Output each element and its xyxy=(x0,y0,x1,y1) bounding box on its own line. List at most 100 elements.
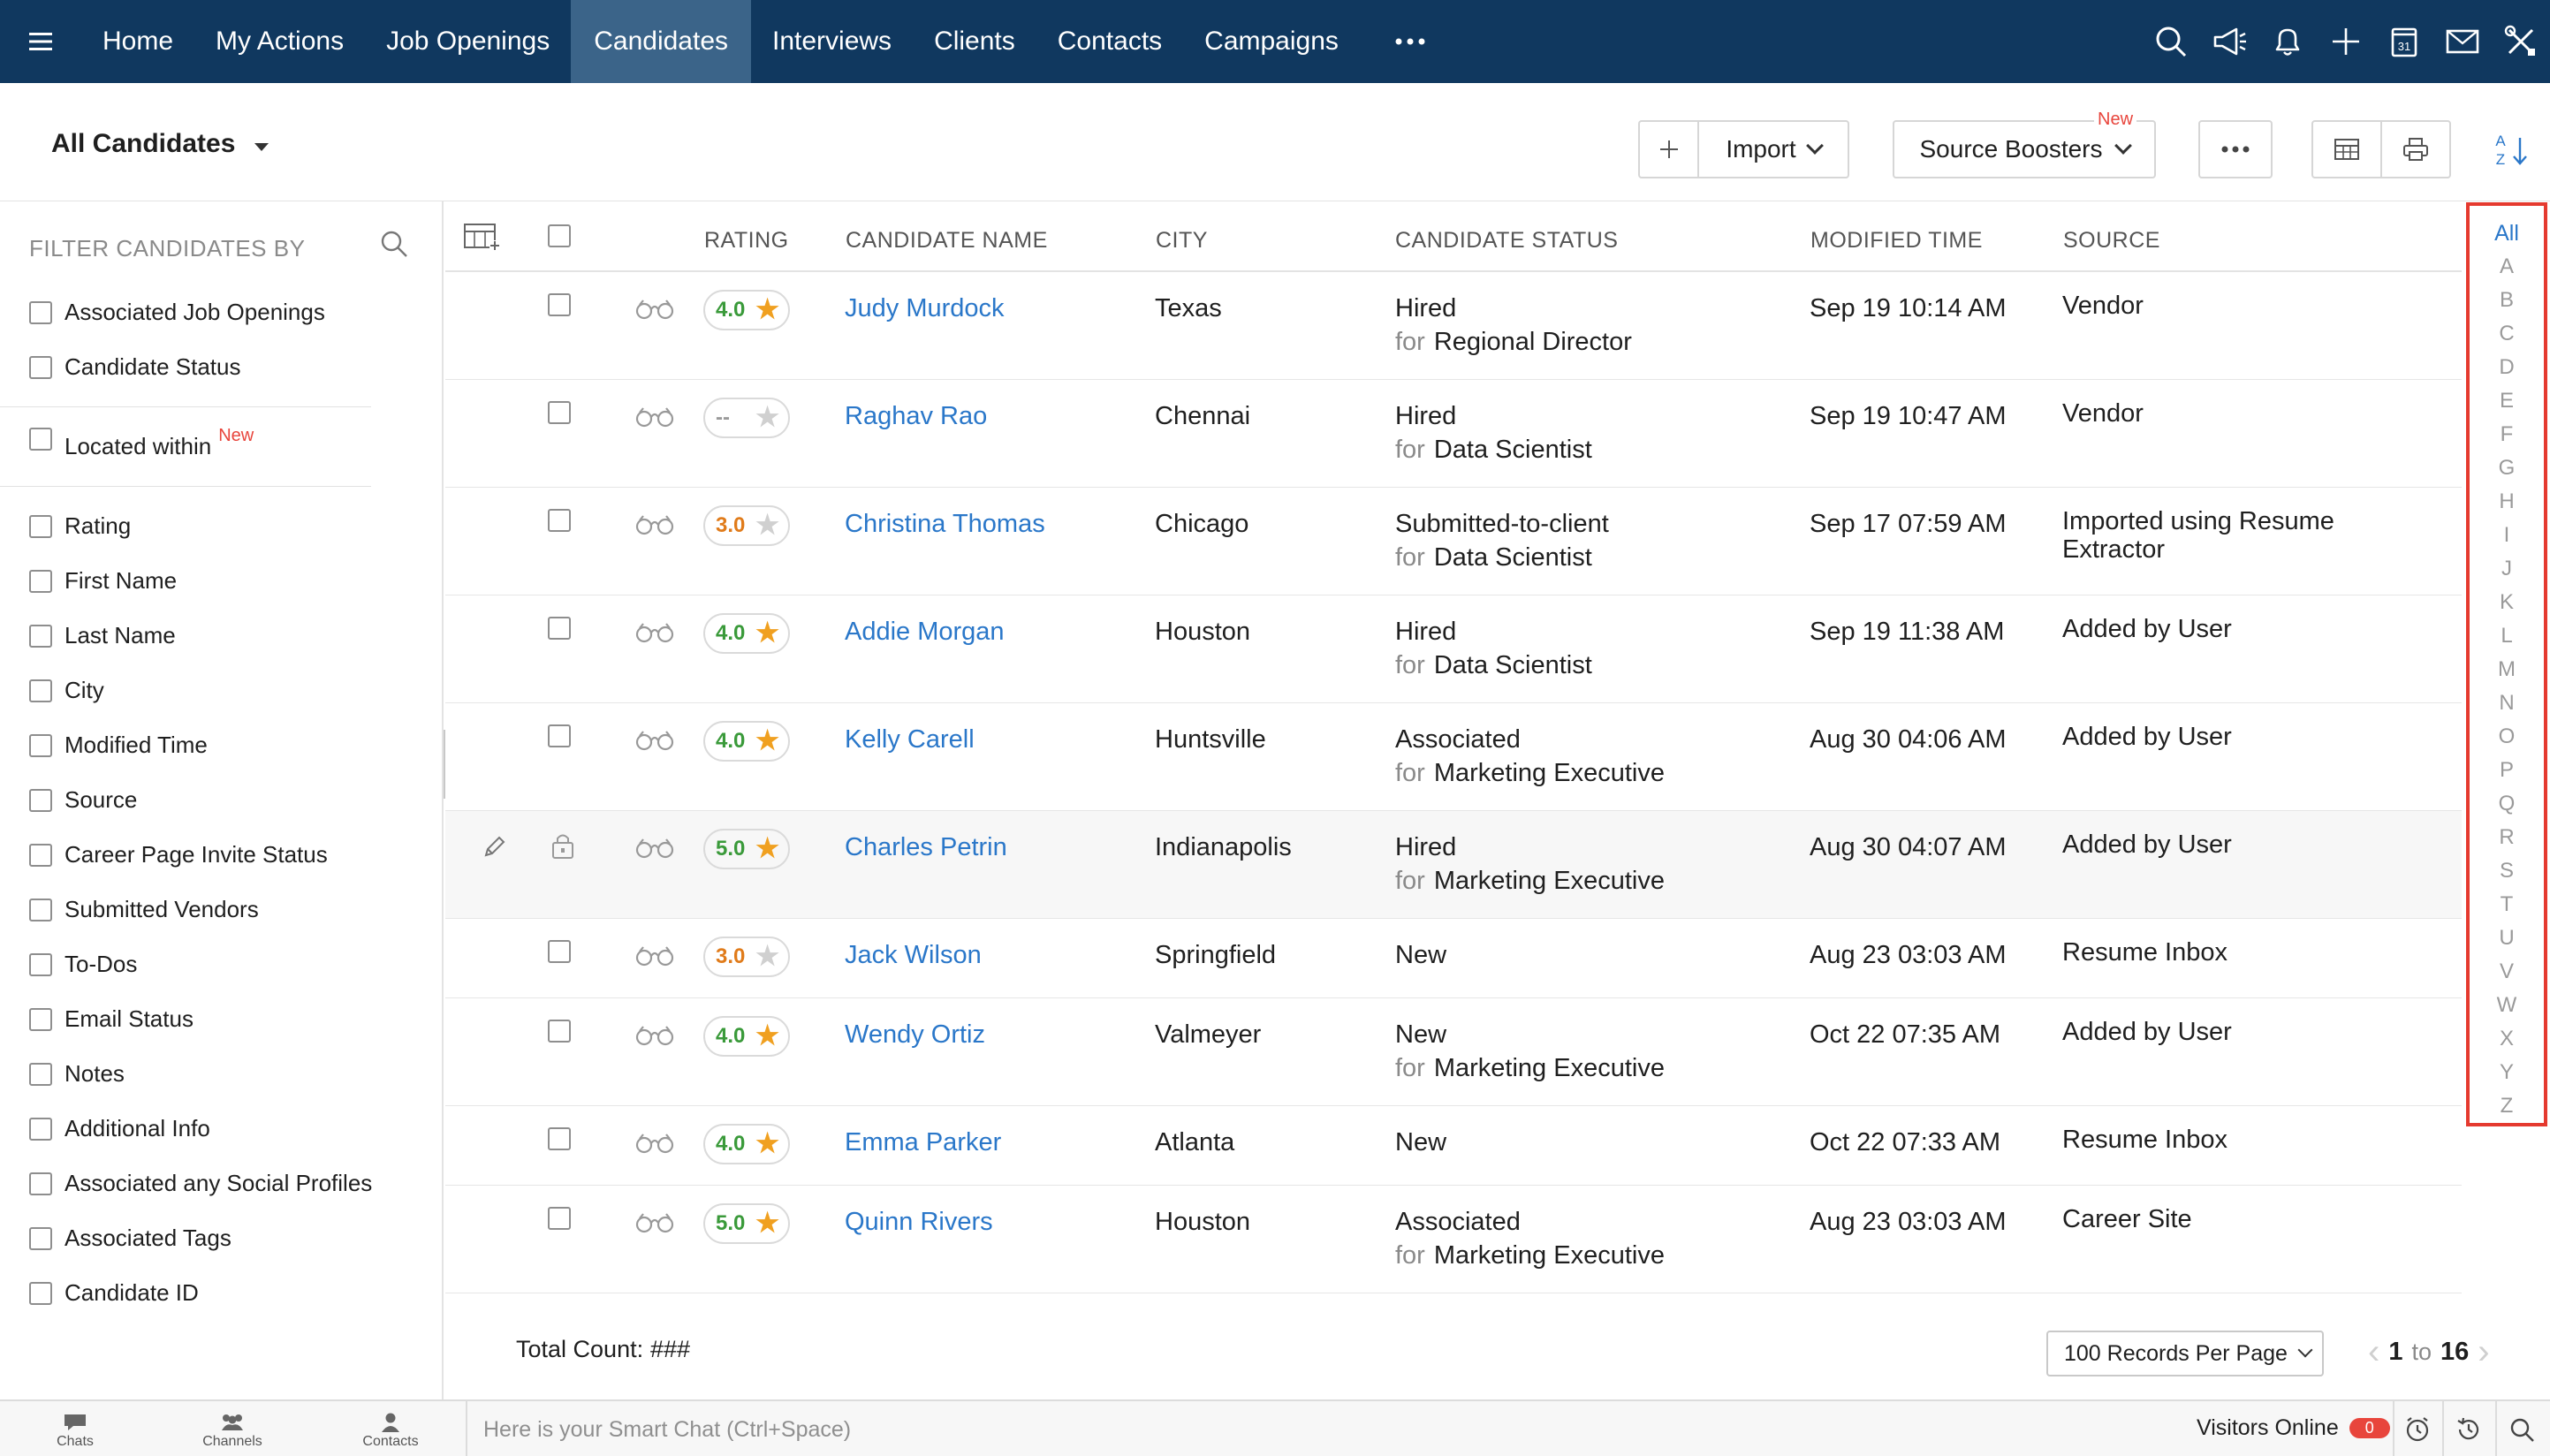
binoculars-icon[interactable] xyxy=(634,1133,675,1154)
row-checkbox[interactable] xyxy=(548,940,571,963)
binoculars-icon[interactable] xyxy=(634,1212,675,1233)
column-source[interactable]: SOURCE xyxy=(2063,228,2160,253)
megaphone-icon[interactable] xyxy=(2200,0,2258,83)
rating-pill[interactable]: 5.0 ★ xyxy=(703,1203,790,1244)
table-row[interactable]: -- ★ Raghav Rao Chennai Hired for Data Scienti… xyxy=(445,380,2462,488)
contacts-tab[interactable]: Contacts xyxy=(311,1405,470,1456)
rating-pill[interactable]: 4.0 ★ xyxy=(703,1124,790,1164)
alphabet-letter-l[interactable]: L xyxy=(2501,624,2513,648)
checkbox[interactable] xyxy=(29,898,52,921)
mail-icon[interactable] xyxy=(2433,0,2492,83)
next-page-icon[interactable]: › xyxy=(2478,1332,2490,1371)
alphabet-letter-q[interactable]: Q xyxy=(2498,792,2516,815)
checkbox[interactable] xyxy=(29,1281,52,1305)
binoculars-icon[interactable] xyxy=(634,838,675,859)
filter-modified-time[interactable]: Modified Time xyxy=(29,732,208,759)
binoculars-icon[interactable] xyxy=(634,622,675,643)
column-rating[interactable]: RATING xyxy=(704,228,789,253)
candidate-name-link[interactable]: Wendy Ortiz xyxy=(845,1020,986,1049)
checkbox[interactable] xyxy=(29,1172,52,1195)
checkbox[interactable] xyxy=(29,952,52,976)
nav-contacts[interactable]: Contacts xyxy=(1057,27,1163,56)
checkbox[interactable] xyxy=(29,788,52,812)
nav-campaigns[interactable]: Campaigns xyxy=(1204,27,1339,56)
filter-notes[interactable]: Notes xyxy=(29,1060,125,1088)
records-per-page-select[interactable]: 100 Records Per Page xyxy=(2046,1331,2324,1376)
table-row[interactable]: 4.0 ★ Wendy Ortiz Valmeyer New for Marketing E… xyxy=(445,998,2462,1106)
nav-job-openings[interactable]: Job Openings xyxy=(386,27,550,56)
alphabet-all[interactable]: All xyxy=(2494,221,2519,246)
table-row[interactable]: 4.0 ★ Judy Murdock Texas Hired for Regional Di… xyxy=(445,272,2462,380)
source-boosters-button[interactable]: Source Boosters xyxy=(1893,120,2156,178)
binoculars-icon[interactable] xyxy=(634,406,675,428)
alphabet-letter-o[interactable]: O xyxy=(2498,724,2516,748)
candidate-name-link[interactable]: Kelly Carell xyxy=(845,725,975,754)
filter-associated-tags[interactable]: Associated Tags xyxy=(29,1225,231,1252)
candidate-name-link[interactable]: Addie Morgan xyxy=(845,618,1005,646)
row-checkbox[interactable] xyxy=(548,617,571,640)
table-row[interactable]: 3.0 ★ Jack Wilson Springfield New Aug 23 03:0… xyxy=(445,919,2462,998)
alphabet-letter-u[interactable]: U xyxy=(2499,926,2515,950)
filter-city[interactable]: City xyxy=(29,677,104,704)
binoculars-icon[interactable] xyxy=(634,514,675,535)
candidate-name-link[interactable]: Jack Wilson xyxy=(845,941,982,969)
alphabet-letter-h[interactable]: H xyxy=(2499,489,2515,513)
table-row[interactable]: 5.0 ★ Charles Petrin Indianapolis Hired for Ma… xyxy=(445,811,2462,919)
print-button[interactable] xyxy=(2380,120,2451,178)
checkbox[interactable] xyxy=(29,428,52,451)
filter-rating[interactable]: Rating xyxy=(29,512,131,540)
more-options-button[interactable] xyxy=(2198,120,2273,178)
filter-last-name[interactable]: Last Name xyxy=(29,622,176,649)
tools-icon[interactable] xyxy=(2492,0,2550,83)
checkbox[interactable] xyxy=(29,514,52,538)
import-button[interactable]: Import xyxy=(1697,120,1849,178)
channels-tab[interactable]: Channels xyxy=(153,1405,312,1456)
sort-az-icon[interactable]: A Z xyxy=(2490,129,2531,170)
table-row[interactable]: 3.0 ★ Christina Thomas Chicago Submitted-to-… xyxy=(445,488,2462,595)
filter-candidate-status[interactable]: Candidate Status xyxy=(29,353,240,381)
checkbox[interactable] xyxy=(29,679,52,702)
candidate-name-link[interactable]: Judy Murdock xyxy=(845,294,1005,322)
binoculars-icon[interactable] xyxy=(634,299,675,320)
view-selector[interactable]: All Candidates xyxy=(51,129,269,159)
alphabet-letter-t[interactable]: T xyxy=(2500,892,2514,916)
alphabet-letter-a[interactable]: A xyxy=(2499,254,2514,278)
nav-home[interactable]: Home xyxy=(102,27,174,56)
alphabet-letter-j[interactable]: J xyxy=(2501,557,2512,580)
binoculars-icon[interactable] xyxy=(634,1025,675,1046)
candidate-name-link[interactable]: Christina Thomas xyxy=(845,510,1045,538)
nav-candidates[interactable]: Candidates xyxy=(571,0,752,83)
checkbox[interactable] xyxy=(29,1117,52,1141)
alphabet-letter-r[interactable]: R xyxy=(2499,825,2515,849)
row-checkbox[interactable] xyxy=(548,724,571,747)
bell-icon[interactable] xyxy=(2258,0,2317,83)
edit-icon[interactable] xyxy=(481,832,509,861)
rating-pill[interactable]: 3.0 ★ xyxy=(703,937,790,977)
alphabet-letter-x[interactable]: X xyxy=(2499,1027,2514,1050)
table-row[interactable]: 4.0 ★ Addie Morgan Houston Hired for Data Scie… xyxy=(445,595,2462,703)
alphabet-letter-z[interactable]: Z xyxy=(2500,1094,2514,1118)
filter-source[interactable]: Source xyxy=(29,786,137,814)
candidate-name-link[interactable]: Charles Petrin xyxy=(845,833,1007,861)
calendar-icon[interactable]: 31 xyxy=(2375,0,2433,83)
rating-pill[interactable]: 4.0 ★ xyxy=(703,1016,790,1057)
rating-pill[interactable]: 4.0 ★ xyxy=(703,721,790,762)
checkbox[interactable] xyxy=(29,843,52,867)
checkbox[interactable] xyxy=(29,1062,52,1086)
checkbox[interactable] xyxy=(29,733,52,757)
row-checkbox[interactable] xyxy=(548,1020,571,1043)
candidate-name-link[interactable]: Quinn Rivers xyxy=(845,1208,993,1236)
alphabet-letter-g[interactable]: G xyxy=(2498,456,2516,480)
filter-additional-info[interactable]: Additional Info xyxy=(29,1115,210,1142)
checkbox[interactable] xyxy=(29,1007,52,1031)
filter-associated-any-social-profiles[interactable]: Associated any Social Profiles xyxy=(29,1170,372,1197)
visitors-online[interactable]: Visitors Online 0 xyxy=(2197,1415,2390,1441)
chats-tab[interactable]: Chats xyxy=(0,1405,155,1456)
filter-to-dos[interactable]: To-Dos xyxy=(29,951,137,978)
binoculars-icon[interactable] xyxy=(634,945,675,967)
checkbox[interactable] xyxy=(29,1226,52,1250)
alphabet-letter-d[interactable]: D xyxy=(2499,355,2515,379)
table-row[interactable]: 4.0 ★ Kelly Carell Huntsville Associated for M… xyxy=(445,703,2462,811)
column-modified-time[interactable]: MODIFIED TIME xyxy=(1810,228,1983,253)
add-candidate-button[interactable] xyxy=(1638,120,1698,178)
